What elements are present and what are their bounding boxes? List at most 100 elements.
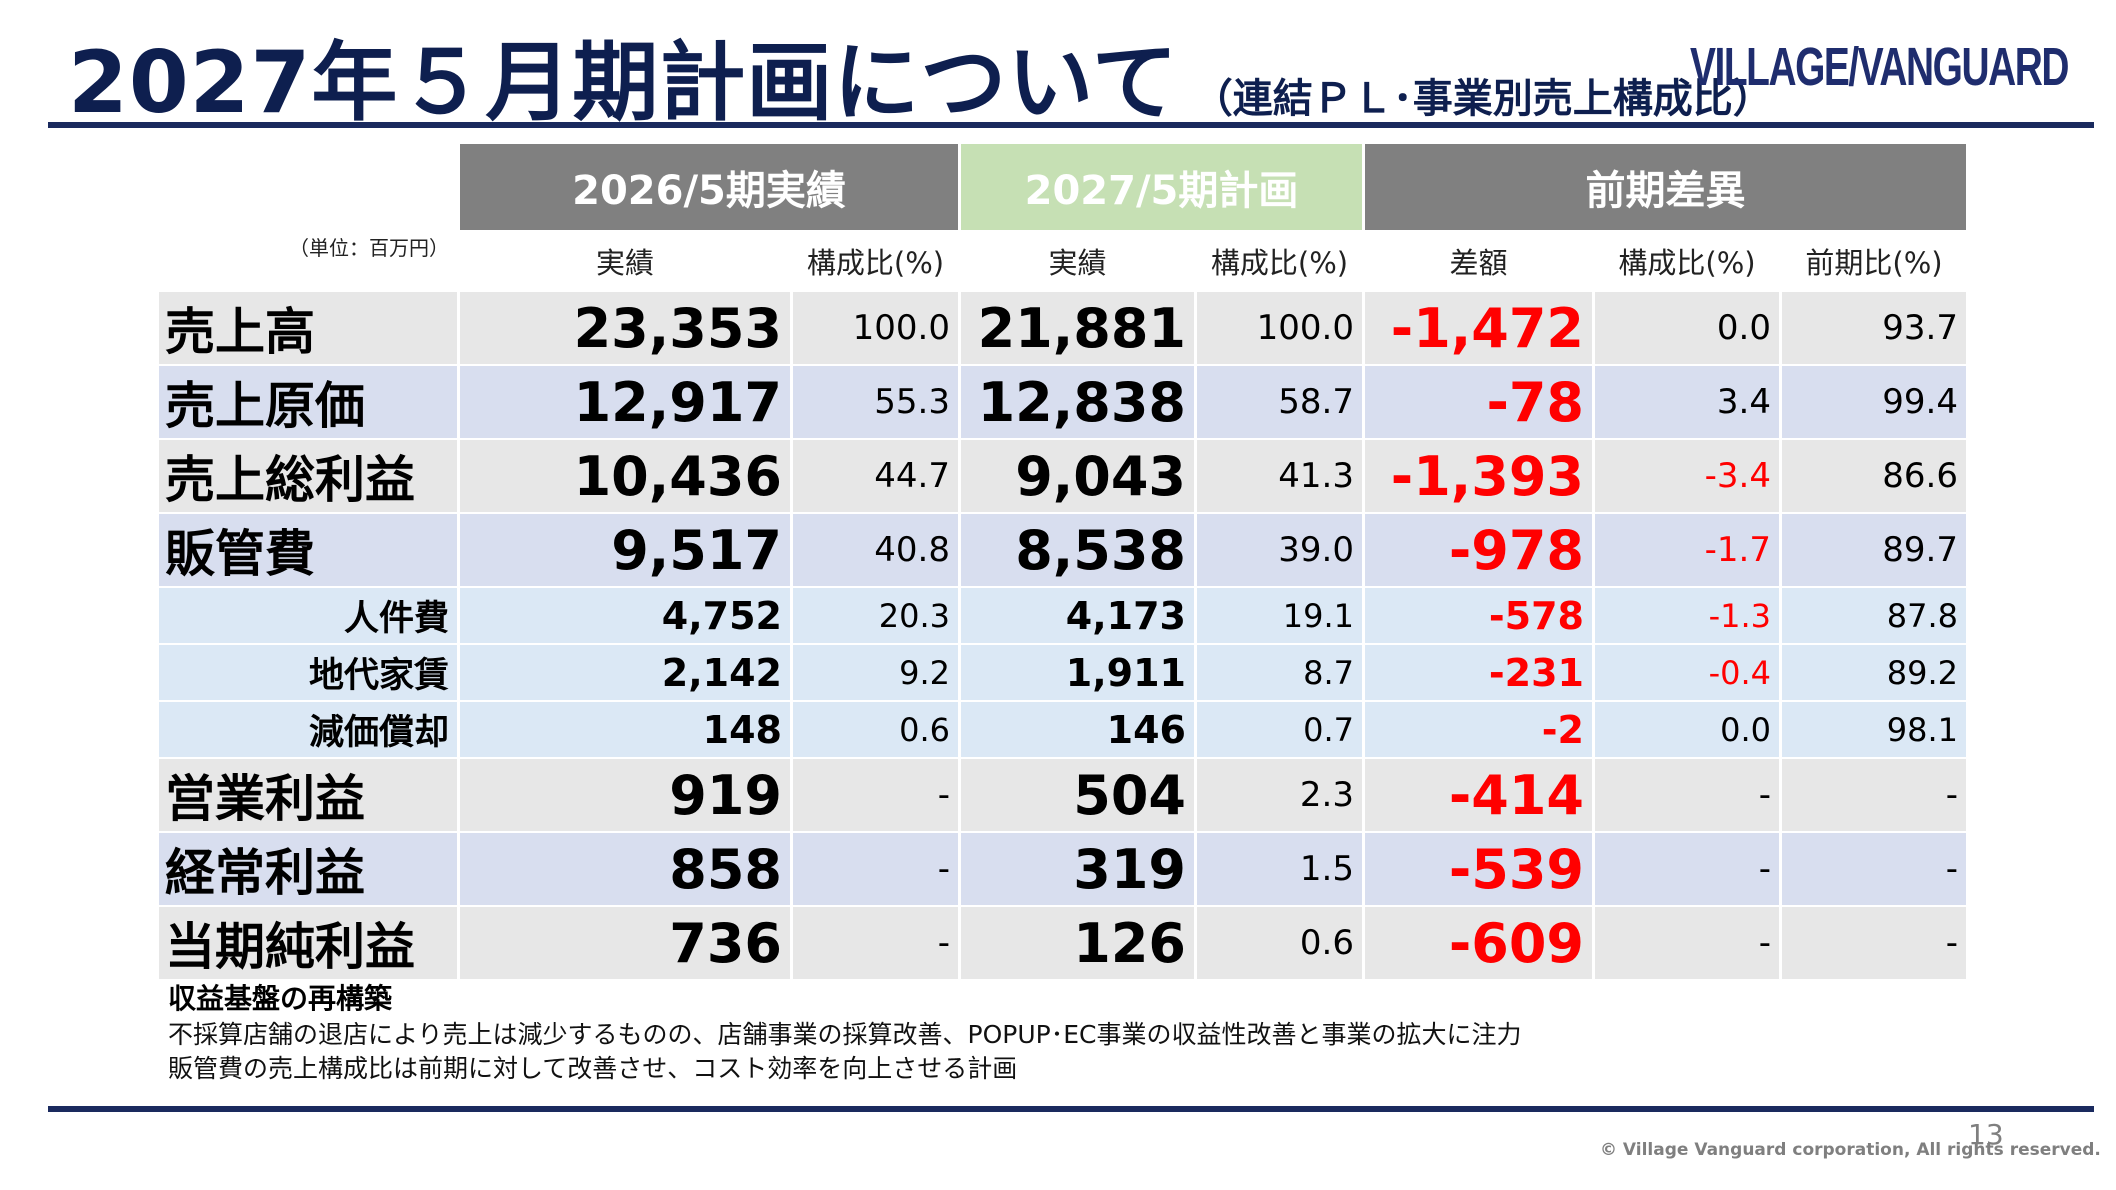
- row-label: 売上高: [159, 292, 457, 364]
- amount-2026: 2,142: [460, 645, 790, 700]
- ratio-2027: 41.3: [1197, 440, 1362, 512]
- amount-2026: 919: [460, 759, 790, 831]
- diff-amount: -1,393: [1365, 440, 1592, 512]
- subheader-diff-amount: 差額: [1449, 246, 1508, 280]
- notes-line: 不採算店舗の退店により売上は減少するものの、店舗事業の採算改善、POPUP･EC…: [168, 1020, 1522, 1049]
- group-header-diff: 前期差異: [1365, 144, 1966, 230]
- amount-2026: 23,353: [460, 292, 790, 364]
- diff-amount: -539: [1365, 833, 1592, 905]
- notes-heading: 収益基盤の再構築: [168, 982, 393, 1015]
- yoy-ratio: 99.4: [1782, 366, 1966, 438]
- row-label: 人件費: [159, 588, 457, 643]
- amount-2027: 12,838: [961, 366, 1194, 438]
- unit-label: （単位：百万円）: [289, 236, 449, 260]
- subheader-2026-ratio: 構成比(%): [806, 246, 945, 280]
- diff-ratio: -3.4: [1595, 440, 1779, 512]
- amount-2026: 148: [460, 702, 790, 757]
- notes-line: 販管費の売上構成比は前期に対して改善させ、コスト効率を向上させる計画: [168, 1054, 1018, 1083]
- footer-rule: [48, 1106, 2094, 1112]
- diff-ratio: 3.4: [1595, 366, 1779, 438]
- sub-header-row: （単位：百万円） 実績 構成比(%) 実績 構成比(%) 差額 構成比(%) 前…: [159, 232, 1966, 290]
- ratio-2027: 0.6: [1197, 907, 1362, 979]
- slide-title: 2027年５月期計画について （連結ＰＬ･事業別売上構成比）: [68, 28, 1773, 154]
- group-header-row: 2026/5期実績 2027/5期計画 前期差異: [159, 144, 1966, 230]
- diff-ratio: 0.0: [1595, 292, 1779, 364]
- subheader-2027-amount: 実績: [1048, 246, 1107, 280]
- company-logo: VILLAGE/VANGUARD: [1689, 37, 2069, 97]
- ratio-2027: 58.7: [1197, 366, 1362, 438]
- yoy-ratio: 98.1: [1782, 702, 1966, 757]
- row-label: 売上原価: [159, 366, 457, 438]
- ratio-2026: -: [793, 759, 958, 831]
- ratio-2026: 100.0: [793, 292, 958, 364]
- ratio-2027: 0.7: [1197, 702, 1362, 757]
- amount-2027: 319: [961, 833, 1194, 905]
- diff-ratio: -: [1595, 833, 1779, 905]
- row-label: 経常利益: [159, 833, 457, 905]
- row-label: 当期純利益: [159, 907, 457, 979]
- row-label: 販管費: [159, 514, 457, 586]
- amount-2027: 21,881: [961, 292, 1194, 364]
- row-label: 営業利益: [159, 759, 457, 831]
- diff-amount: -2: [1365, 702, 1592, 757]
- row-label: 減価償却: [159, 702, 457, 757]
- diff-amount: -609: [1365, 907, 1592, 979]
- diff-amount: -578: [1365, 588, 1592, 643]
- diff-amount: -1,472: [1365, 292, 1592, 364]
- table-row: 売上総利益 10,436 44.7 9,043 41.3 -1,393 -3.4…: [159, 440, 1966, 512]
- amount-2027: 126: [961, 907, 1194, 979]
- amount-2027: 4,173: [961, 588, 1194, 643]
- table-row: 経常利益 858 - 319 1.5 -539 - -: [159, 833, 1966, 905]
- pl-table: 2026/5期実績 2027/5期計画 前期差異 （単位：百万円） 実績 構成比…: [156, 142, 1969, 981]
- subheader-diff-yoy: 前期比(%): [1805, 246, 1943, 280]
- ratio-2026: 20.3: [793, 588, 958, 643]
- diff-ratio: -: [1595, 907, 1779, 979]
- amount-2026: 4,752: [460, 588, 790, 643]
- table-row: 人件費 4,752 20.3 4,173 19.1 -578 -1.3 87.8: [159, 588, 1966, 643]
- ratio-2026: 0.6: [793, 702, 958, 757]
- diff-amount: -231: [1365, 645, 1592, 700]
- table-row: 販管費 9,517 40.8 8,538 39.0 -978 -1.7 89.7: [159, 514, 1966, 586]
- yoy-ratio: 86.6: [1782, 440, 1966, 512]
- header-corner: [159, 144, 457, 230]
- amount-2027: 504: [961, 759, 1194, 831]
- table-row: 地代家賃 2,142 9.2 1,911 8.7 -231 -0.4 89.2: [159, 645, 1966, 700]
- ratio-2027: 1.5: [1197, 833, 1362, 905]
- group-header-2026: 2026/5期実績: [460, 144, 958, 230]
- diff-ratio: 0.0: [1595, 702, 1779, 757]
- slide-title-main: 2027年５月期計画について: [68, 33, 1179, 133]
- slide-title-sub: （連結ＰＬ･事業別売上構成比）: [1192, 76, 1773, 122]
- amount-2027: 8,538: [961, 514, 1194, 586]
- diff-ratio: -: [1595, 759, 1779, 831]
- diff-ratio: -0.4: [1595, 645, 1779, 700]
- diff-amount: -414: [1365, 759, 1592, 831]
- ratio-2026: 40.8: [793, 514, 958, 586]
- diff-amount: -978: [1365, 514, 1592, 586]
- subheader-2026-amount: 実績: [595, 246, 654, 280]
- diff-amount: -78: [1365, 366, 1592, 438]
- ratio-2027: 8.7: [1197, 645, 1362, 700]
- header-rule: [48, 122, 2094, 128]
- yoy-ratio: 93.7: [1782, 292, 1966, 364]
- amount-2026: 10,436: [460, 440, 790, 512]
- yoy-ratio: -: [1782, 759, 1966, 831]
- row-label: 地代家賃: [159, 645, 457, 700]
- ratio-2026: -: [793, 907, 958, 979]
- subheader-diff-ratio: 構成比(%): [1618, 246, 1756, 280]
- copyright: © Village Vanguard corporation, All righ…: [1600, 1140, 2101, 1160]
- subheader-2027-ratio: 構成比(%): [1210, 246, 1349, 280]
- amount-2026: 12,917: [460, 366, 790, 438]
- ratio-2026: 9.2: [793, 645, 958, 700]
- yoy-ratio: 89.2: [1782, 645, 1966, 700]
- amount-2026: 736: [460, 907, 790, 979]
- page-number: 13: [1968, 1118, 2004, 1151]
- table-row: 営業利益 919 - 504 2.3 -414 - -: [159, 759, 1966, 831]
- table-row: 減価償却 148 0.6 146 0.7 -2 0.0 98.1: [159, 702, 1966, 757]
- amount-2027: 1,911: [961, 645, 1194, 700]
- ratio-2026: 55.3: [793, 366, 958, 438]
- yoy-ratio: -: [1782, 907, 1966, 979]
- amount-2026: 9,517: [460, 514, 790, 586]
- amount-2027: 146: [961, 702, 1194, 757]
- amount-2026: 858: [460, 833, 790, 905]
- diff-ratio: -1.3: [1595, 588, 1779, 643]
